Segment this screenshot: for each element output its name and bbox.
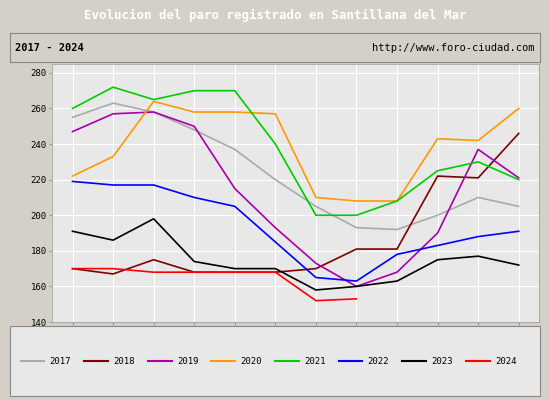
Text: 2022: 2022 xyxy=(368,356,389,366)
Text: Evolucion del paro registrado en Santillana del Mar: Evolucion del paro registrado en Santill… xyxy=(84,8,466,22)
Text: 2024: 2024 xyxy=(495,356,516,366)
Text: 2017: 2017 xyxy=(50,356,71,366)
Text: 2019: 2019 xyxy=(177,356,199,366)
Text: 2021: 2021 xyxy=(304,356,326,366)
FancyBboxPatch shape xyxy=(10,326,540,396)
Text: 2017 - 2024: 2017 - 2024 xyxy=(15,43,84,53)
Text: 2018: 2018 xyxy=(113,356,135,366)
Text: http://www.foro-ciudad.com: http://www.foro-ciudad.com xyxy=(372,43,535,53)
Text: 2020: 2020 xyxy=(240,356,262,366)
Text: 2023: 2023 xyxy=(431,356,453,366)
